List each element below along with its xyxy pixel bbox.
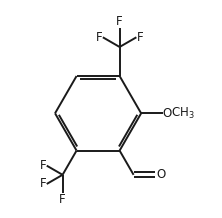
Text: F: F bbox=[116, 15, 123, 28]
Text: F: F bbox=[136, 31, 143, 44]
Text: F: F bbox=[40, 159, 47, 172]
Text: O: O bbox=[163, 107, 172, 120]
Text: F: F bbox=[96, 31, 103, 44]
Text: F: F bbox=[59, 193, 66, 206]
Text: F: F bbox=[40, 177, 47, 191]
Text: O: O bbox=[156, 168, 165, 181]
Text: CH$_3$: CH$_3$ bbox=[171, 106, 194, 121]
